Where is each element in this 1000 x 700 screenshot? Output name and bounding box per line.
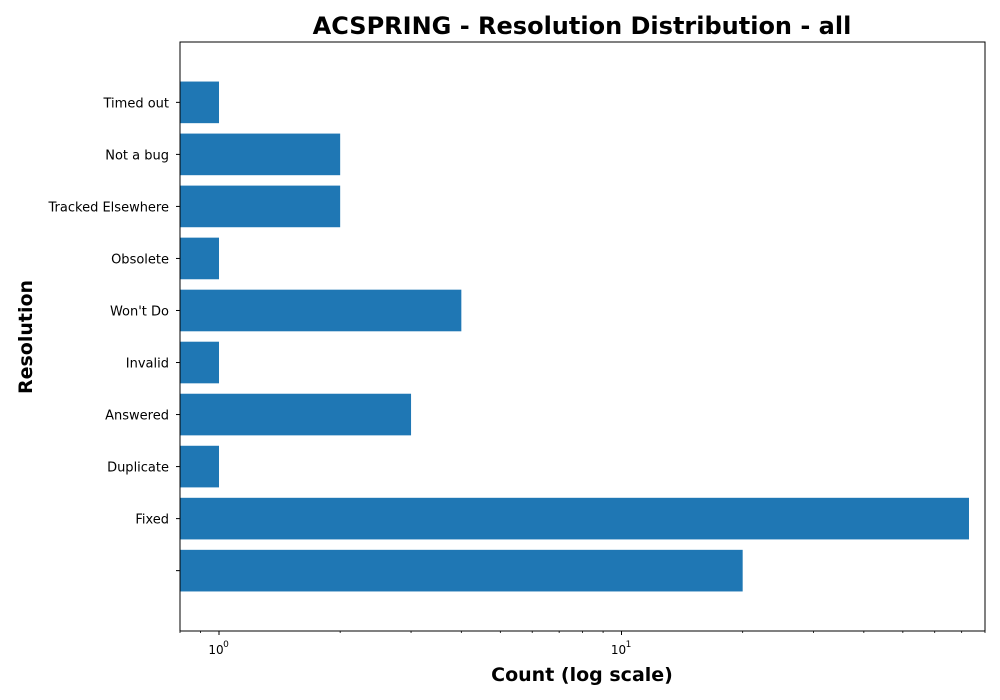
x-ticks-group: 10 0 10 1 [179,631,986,657]
bar-invalid [180,341,220,384]
chart-title: ACSPRING - Resolution Distribution - all [313,12,852,40]
y-ticks-group: Fixed Duplicate Answered Invalid Won't Do Obs… [48,96,180,572]
y-tick-label: Invalid [126,357,169,372]
bar-timed-out [180,81,220,124]
bar-answered [180,393,412,436]
bar-not-a-bug [180,133,341,176]
bar-fixed [180,497,969,540]
x-tick-label-exponent: 0 [223,640,229,650]
y-tick-label: Fixed [135,513,169,528]
bar-blank [180,549,743,592]
y-tick-label: Answered [105,409,169,424]
y-tick-label: Tracked Elsewhere [48,200,169,215]
bar-won-t-do [180,289,462,332]
x-tick-label: 10 [611,643,626,657]
bar-tracked-elsewhere [180,185,341,228]
x-tick-label: 10 [208,643,223,657]
bars-group [180,81,969,592]
y-axis-label: Resolution [15,280,37,394]
y-tick-label: Obsolete [111,252,169,267]
y-tick-label: Not a bug [105,148,169,163]
bar-duplicate [180,445,220,488]
plot-frame [179,41,986,632]
x-tick-label-exponent: 1 [626,640,632,650]
x-axis-label: Count (log scale) [491,664,673,686]
y-tick-label: Timed out [103,96,170,111]
y-tick-label: Duplicate [107,461,169,476]
y-tick-label: Won't Do [110,304,169,319]
bar-obsolete [180,237,220,280]
